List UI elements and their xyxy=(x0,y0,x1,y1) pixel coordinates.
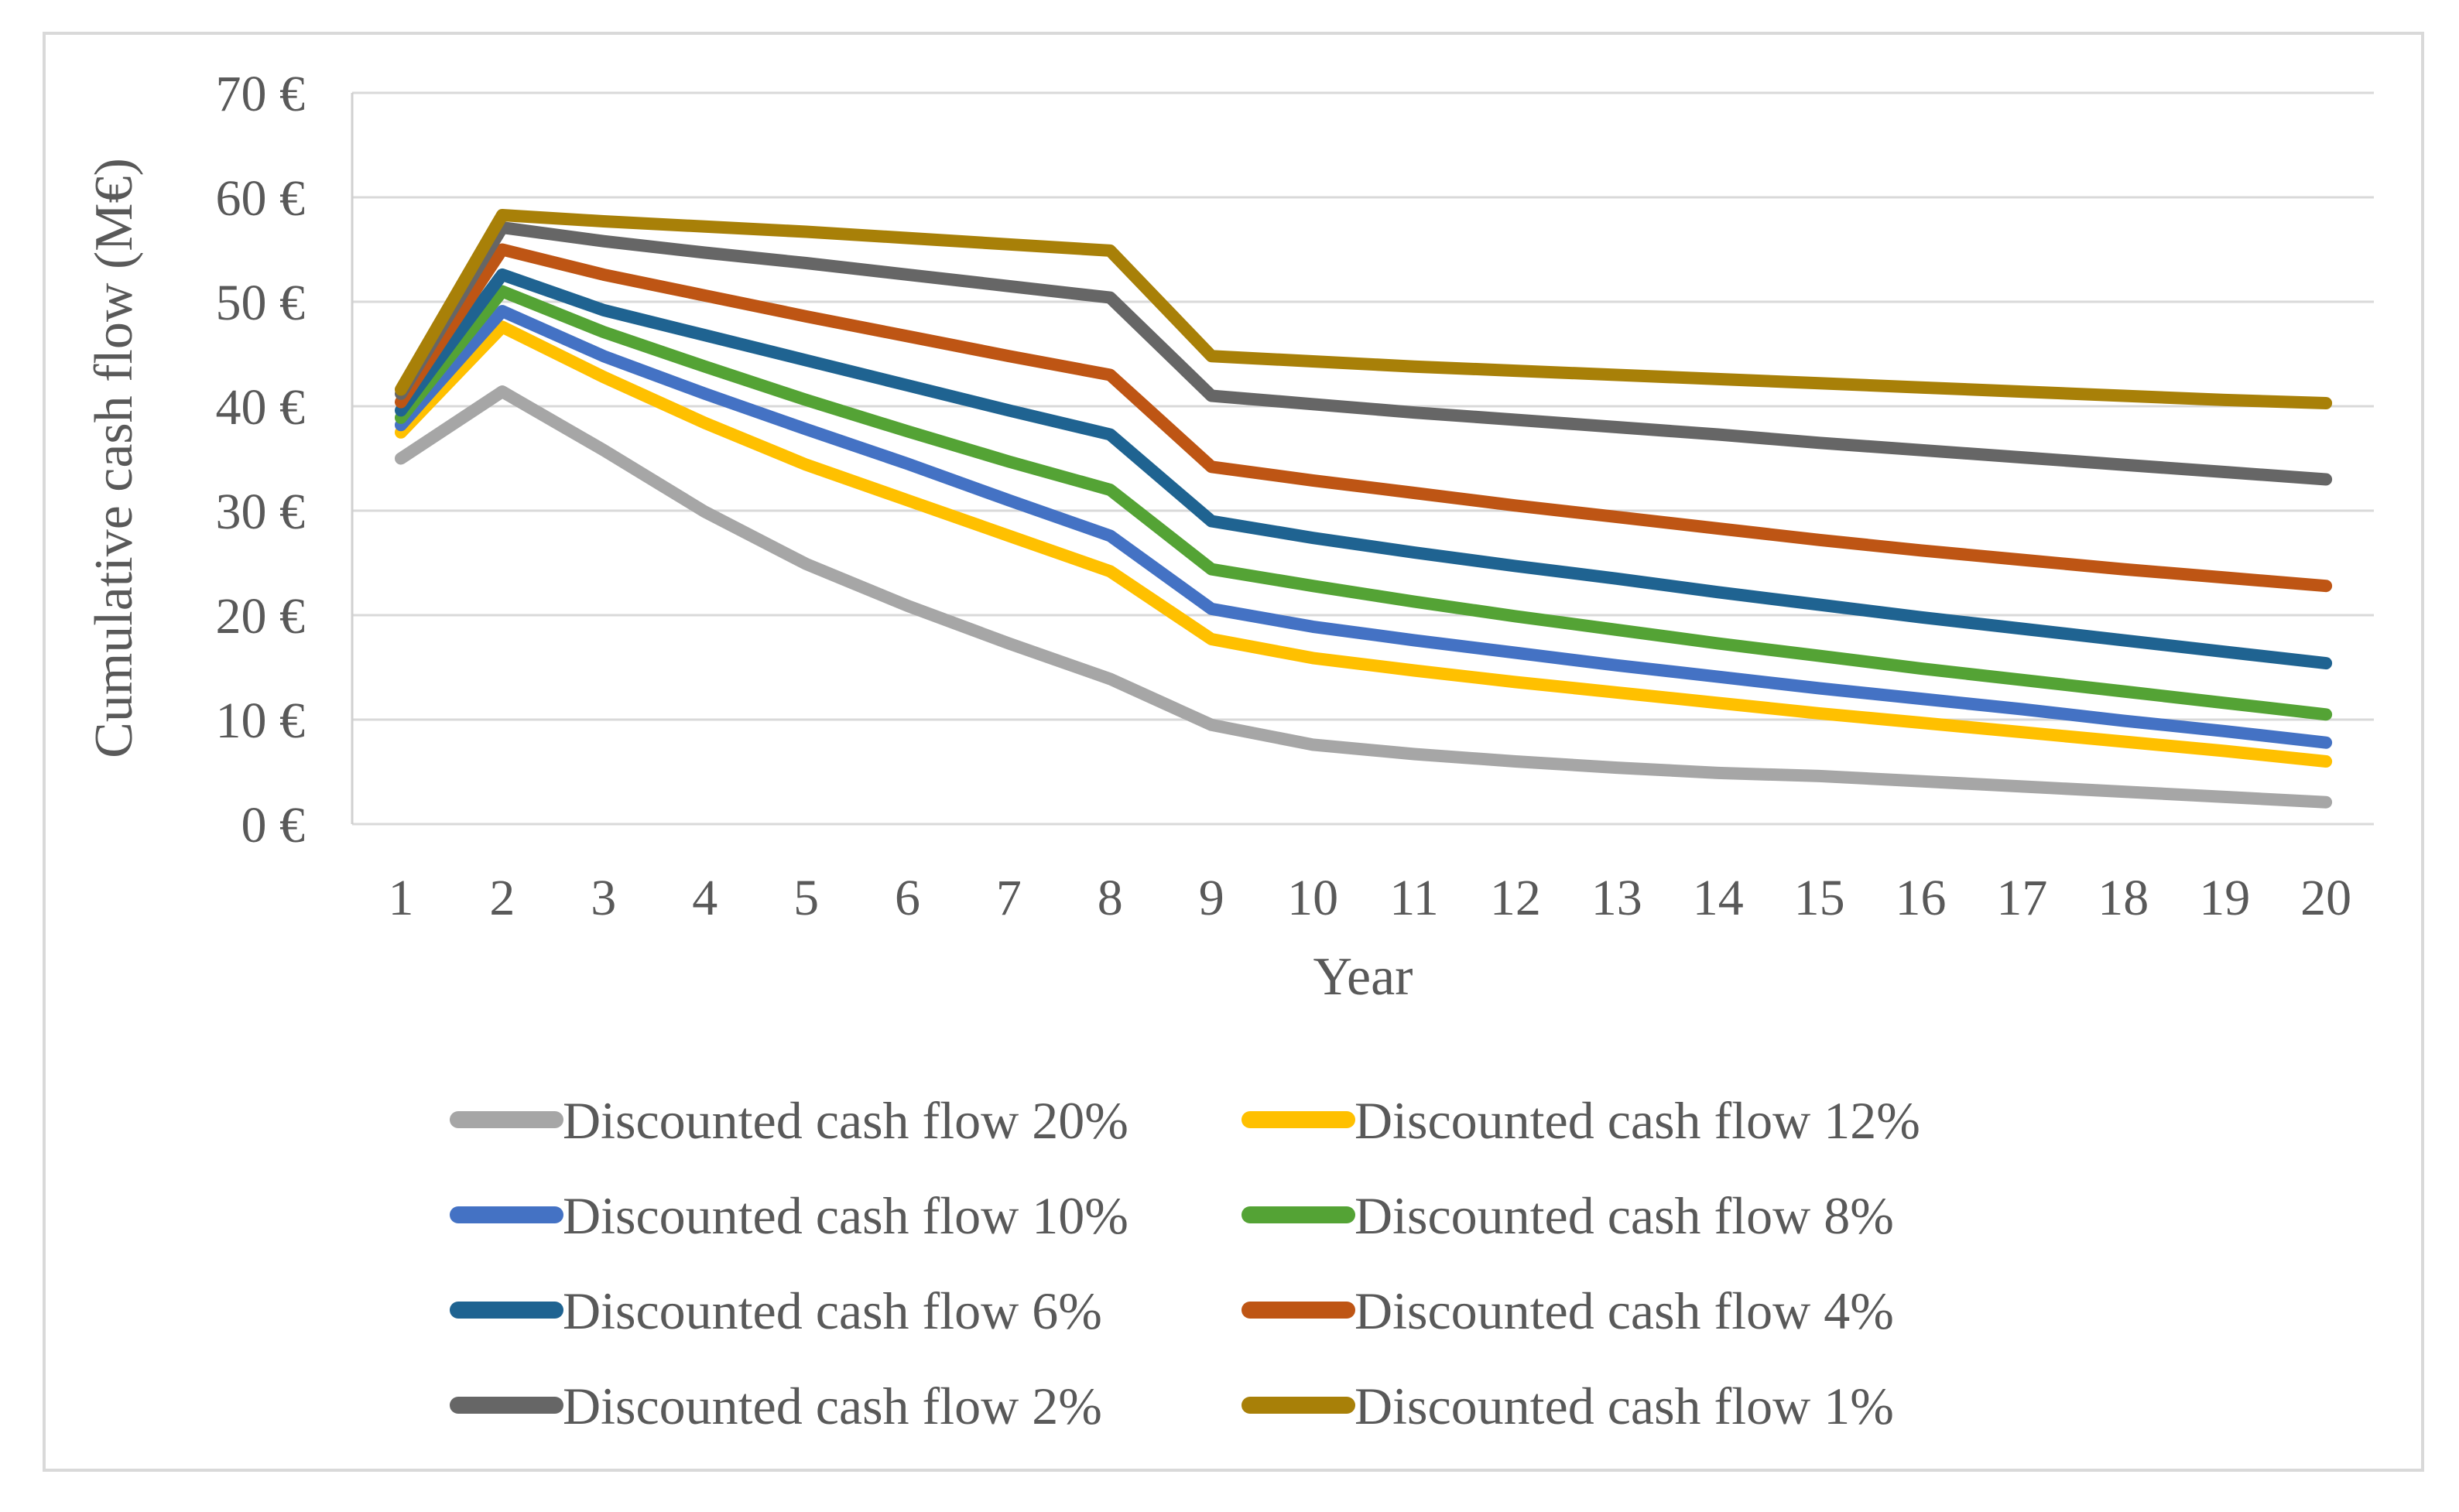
legend-label-dcf-8: Discounted cash flow 8% xyxy=(1355,1186,1894,1245)
x-tick-label-3: 3 xyxy=(591,870,616,926)
x-tick-label-20: 20 xyxy=(2300,870,2351,926)
y-tick-label-20: 20 € xyxy=(216,588,306,645)
x-tick-label-2: 2 xyxy=(489,870,515,926)
legend-label-dcf-10: Discounted cash flow 10% xyxy=(563,1186,1128,1245)
y-tick-label-30: 30 € xyxy=(216,484,306,540)
x-tick-label-1: 1 xyxy=(389,870,414,926)
x-tick-label-17: 17 xyxy=(1996,870,2047,926)
x-tick-label-14: 14 xyxy=(1693,870,1744,926)
y-tick-label-70: 70 € xyxy=(216,66,306,122)
series-line-dcf-2 xyxy=(395,221,2333,486)
y-axis-title: Cumulative cash flow (M€) xyxy=(84,158,144,758)
x-axis-title: Year xyxy=(1313,947,1413,1007)
legend-label-dcf-1: Discounted cash flow 1% xyxy=(1355,1377,1894,1435)
x-tick-label-6: 6 xyxy=(895,870,920,926)
series-line-dcf-1 xyxy=(395,209,2333,409)
series-line-dcf-20 xyxy=(395,385,2333,809)
legend-label-dcf-4: Discounted cash flow 4% xyxy=(1355,1281,1894,1340)
x-tick-label-5: 5 xyxy=(793,870,819,926)
x-tick-label-4: 4 xyxy=(692,870,717,926)
x-tick-label-18: 18 xyxy=(2098,870,2149,926)
y-tick-label-60: 60 € xyxy=(216,170,306,227)
series-line-dcf-10 xyxy=(395,305,2333,749)
series-line-dcf-6 xyxy=(395,268,2333,670)
legend-label-dcf-12: Discounted cash flow 12% xyxy=(1355,1091,1920,1150)
series-line-dcf-12 xyxy=(395,320,2333,768)
chart-border xyxy=(43,32,2424,1472)
x-tick-label-16: 16 xyxy=(1896,870,1947,926)
x-tick-label-19: 19 xyxy=(2199,870,2250,926)
x-tick-label-8: 8 xyxy=(1098,870,1123,926)
y-tick-label-40: 40 € xyxy=(216,379,306,436)
x-tick-label-11: 11 xyxy=(1389,870,1439,926)
y-tick-label-0: 0 € xyxy=(241,797,306,853)
series-line-dcf-4 xyxy=(395,243,2333,593)
legend-label-dcf-20: Discounted cash flow 20% xyxy=(563,1091,1128,1150)
y-tick-label-10: 10 € xyxy=(216,693,306,749)
x-tick-label-15: 15 xyxy=(1794,870,1845,926)
legend-label-dcf-2: Discounted cash flow 2% xyxy=(563,1377,1102,1435)
x-tick-label-9: 9 xyxy=(1199,870,1224,926)
x-tick-label-7: 7 xyxy=(996,870,1022,926)
x-tick-label-12: 12 xyxy=(1490,870,1541,926)
x-tick-label-10: 10 xyxy=(1287,870,1338,926)
legend-label-dcf-6: Discounted cash flow 6% xyxy=(563,1281,1102,1340)
x-tick-label-13: 13 xyxy=(1591,870,1642,926)
series-line-dcf-8 xyxy=(395,285,2333,721)
y-tick-label-50: 50 € xyxy=(216,275,306,331)
